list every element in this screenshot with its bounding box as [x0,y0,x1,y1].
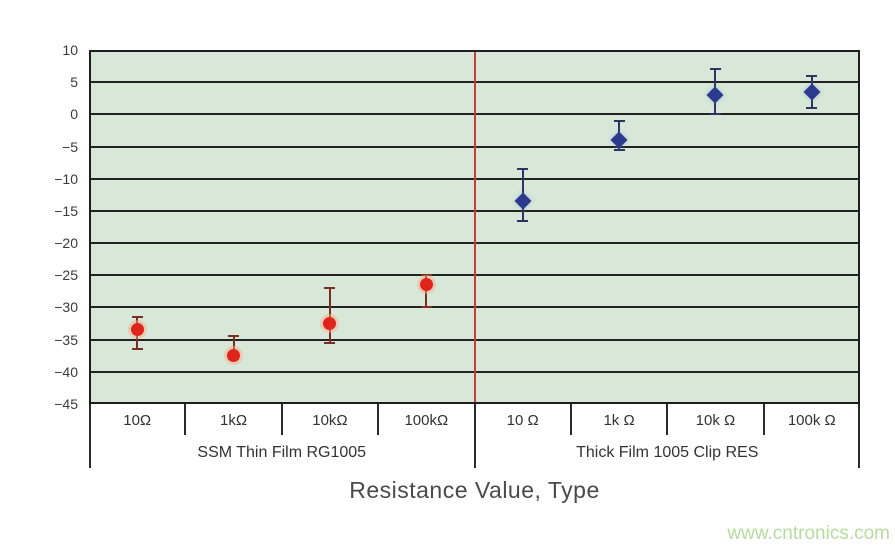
axis-tick-separator [280,404,283,435]
x-axis-title: Resistance Value, Type [349,477,600,503]
y-tick-label: −5 [62,138,78,155]
y-axis: 10 5 0 −5 −10 −15 −20 −25 −30 −35 −40 −45 [0,42,80,412]
data-point-marker [130,323,144,337]
y-tick-label: 0 [70,106,78,123]
y-tick-label: −40 [54,363,78,380]
error-bar-cap [131,316,143,319]
y-tick-label: −10 [54,170,78,187]
error-bar [232,336,235,359]
plot-area [89,50,860,404]
data-point-marker [323,317,337,331]
y-tick-label: −25 [54,267,78,284]
y-tick-label: −45 [54,396,78,412]
watermark-text: www.cntronics.com [727,523,890,544]
x-tick-label: 100k Ω [787,412,836,429]
x-tick-label: 100kΩ [404,412,449,429]
error-bar [425,275,428,308]
x-tick-label: 1kΩ [220,412,248,429]
axis-tick-separator [377,404,380,435]
data-point-marker [227,349,241,363]
error-bar-cap [324,287,336,290]
error-bar-cap [420,274,432,277]
group-label: SSM Thin Film RG1005 [197,444,367,461]
error-bar-cap [709,113,721,116]
group-label: Thick Film 1005 Clip RES [576,444,759,461]
axis-tick-separator [762,404,765,435]
group-separator-line [473,50,476,404]
error-bar-cap [517,168,529,171]
error-bar-cap [517,219,529,222]
error-bar-cap [324,341,336,344]
x-axis: SSM Thin Film RG1005 10Ω 1kΩ 10kΩ 100kΩ Thick… [89,404,860,470]
error-bar-cap [131,348,143,351]
error-bar-cap [613,148,625,151]
y-tick-label: −20 [54,235,78,252]
axis-tick-separator [569,404,572,435]
error-bar-cap [228,335,240,338]
x-tick-label: 10Ω [123,412,152,429]
axis-separator [89,404,91,468]
error-bar-cap [806,74,818,77]
x-tick-label: 10kΩ [312,412,348,429]
error-bar-cap [420,306,432,309]
error-bar [328,288,331,343]
y-tick-label: −30 [54,299,78,316]
x-tick-label: 10k Ω [695,412,736,429]
x-tick-label: 10 Ω [506,412,539,429]
y-tick-label: −35 [54,331,78,348]
error-bar-cap [709,68,721,71]
data-point-marker [706,86,724,104]
axis-separator [473,404,476,468]
y-tick-label: 10 [62,42,78,58]
y-tick-label: 5 [70,74,78,91]
data-point-marker [803,83,821,101]
y-tick-label: −15 [54,202,78,219]
error-bar-cap [806,106,818,109]
data-point-marker [419,278,433,292]
error-bar-cap [613,119,625,122]
axis-separator [858,404,860,468]
axis-tick-separator [184,404,187,435]
axis-tick-separator [666,404,669,435]
data-point-marker [514,192,532,210]
x-tick-label: 1k Ω [603,412,635,429]
